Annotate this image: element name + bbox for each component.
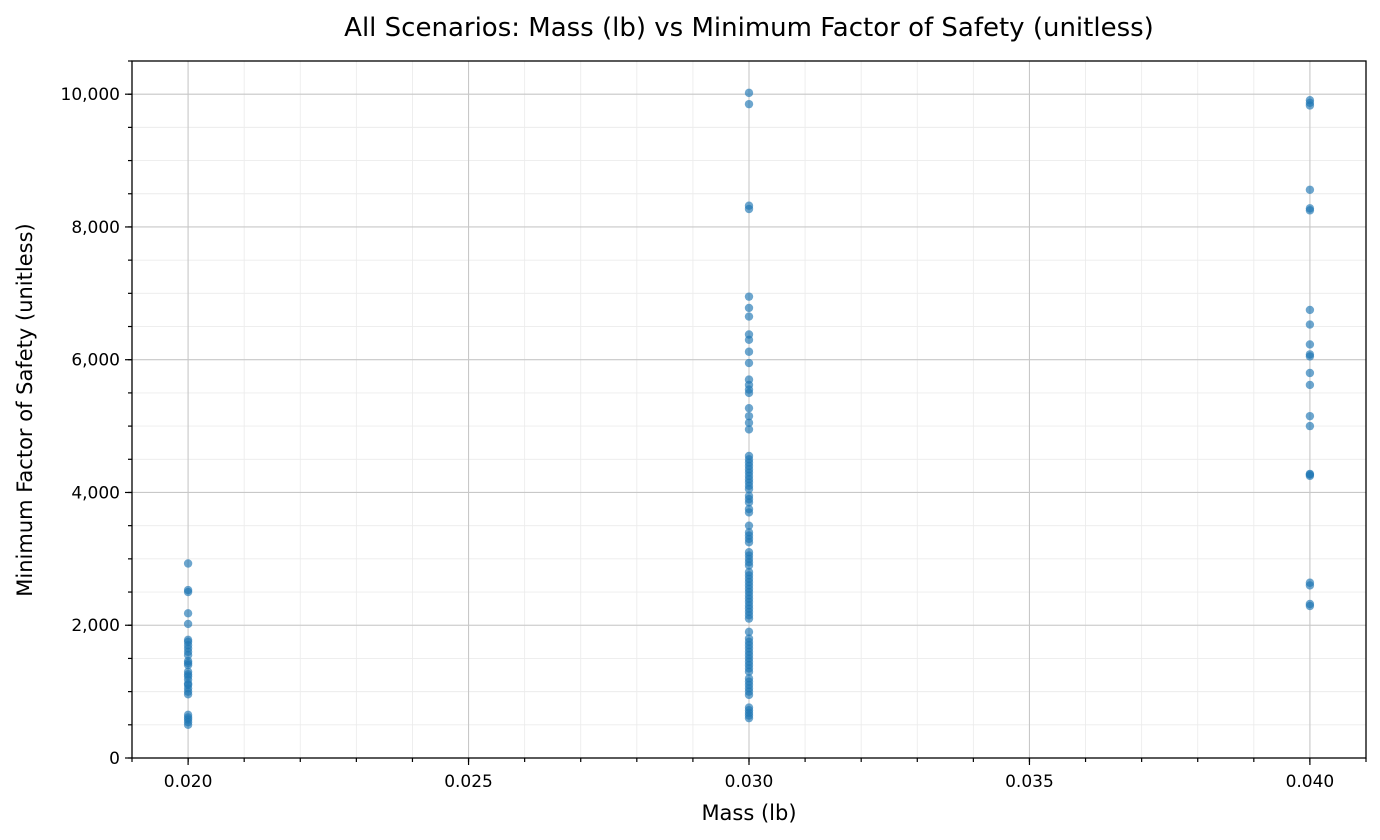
y-tick-label: 6,000	[71, 351, 120, 371]
data-point	[744, 403, 754, 413]
data-point	[183, 679, 193, 688]
data-point	[1305, 95, 1315, 105]
data-point	[1305, 380, 1315, 390]
data-point	[744, 703, 754, 712]
data-point	[1305, 421, 1315, 431]
data-point	[183, 609, 193, 618]
ticks-layer: 0.020 0.025 0.030 0.035 0.040 0 2,000 4,000 6,00…	[61, 60, 1367, 792]
x-tick-label: 0.035	[1005, 772, 1054, 792]
data-point	[744, 491, 754, 500]
data-point	[744, 567, 754, 577]
data-point	[183, 710, 193, 720]
data-point	[1305, 185, 1315, 194]
data-point	[744, 634, 754, 643]
data-point	[183, 635, 193, 645]
data-point	[744, 411, 754, 421]
data-point	[1305, 470, 1315, 479]
data-point	[744, 292, 754, 301]
data-point	[744, 330, 754, 339]
y-tick-label: 2,000	[71, 616, 120, 636]
data-point	[744, 99, 754, 109]
x-tick-label: 0.030	[725, 772, 774, 792]
data-point	[744, 358, 754, 368]
data-point	[1305, 320, 1315, 329]
data-point	[744, 455, 754, 464]
data-point	[183, 656, 193, 666]
data-point	[744, 88, 754, 98]
data-point	[744, 627, 754, 637]
chart-title: All Scenarios: Mass (lb) vs Minimum Fact…	[344, 13, 1154, 43]
x-tick-label: 0.025	[444, 772, 493, 792]
data-point	[744, 347, 754, 356]
data-point	[1305, 204, 1315, 213]
data-point	[744, 201, 754, 210]
data-point	[1305, 305, 1315, 315]
data-point	[1305, 599, 1315, 609]
y-tick-label: 10,000	[61, 85, 120, 105]
data-point	[744, 504, 754, 514]
data-point	[1305, 350, 1315, 359]
data-point	[183, 667, 193, 676]
data-point	[1305, 578, 1315, 587]
data-point	[183, 619, 193, 629]
x-axis-label: Mass (lb)	[701, 801, 796, 825]
data-point	[1305, 368, 1315, 378]
x-tick-label: 0.040	[1286, 772, 1335, 792]
x-tick-label: 0.020	[164, 772, 213, 792]
data-point	[744, 425, 754, 434]
y-tick-label: 4,000	[71, 483, 120, 503]
data-point	[1305, 340, 1315, 349]
data-point	[183, 585, 193, 595]
data-point	[744, 375, 754, 384]
data-point	[744, 528, 754, 537]
data-point	[744, 674, 754, 683]
y-axis-label: Minimum Factor of Safety (unitless)	[13, 223, 37, 596]
data-point	[744, 521, 754, 530]
y-tick-label: 8,000	[71, 218, 120, 238]
data-point	[744, 303, 754, 313]
data-point	[744, 312, 754, 321]
data-point	[744, 418, 754, 427]
y-tick-label: 0	[109, 749, 120, 769]
data-point	[744, 548, 754, 557]
data-point	[183, 559, 193, 568]
points-layer	[183, 88, 1315, 730]
data-point	[1305, 411, 1315, 421]
